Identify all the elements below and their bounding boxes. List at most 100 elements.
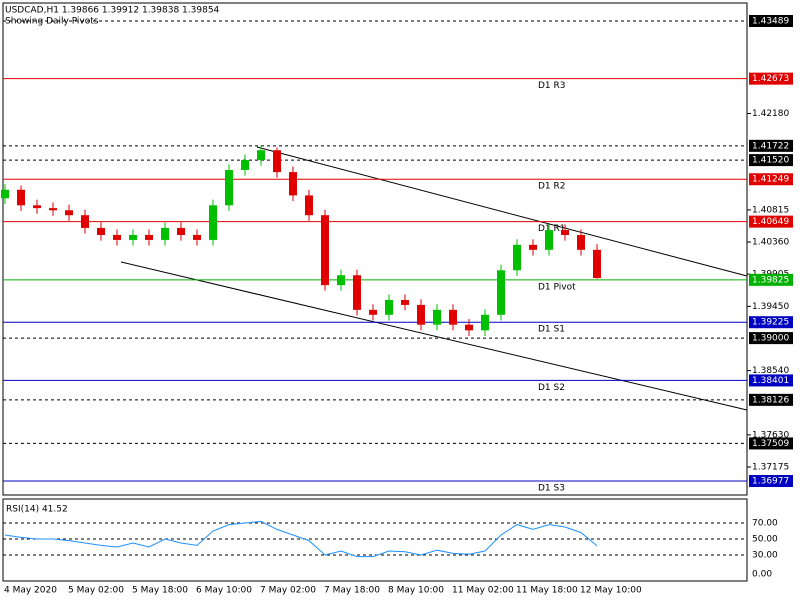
candle-body	[465, 324, 473, 331]
price-box	[749, 215, 793, 228]
level-name: D1 S2	[538, 383, 565, 393]
x-tick-label: 11 May 18:00	[516, 586, 578, 596]
x-tick-label: 7 May 18:00	[324, 586, 380, 596]
candle-body	[449, 309, 457, 325]
candle-body	[209, 205, 217, 240]
candle-body	[49, 208, 57, 211]
candle-body	[241, 160, 249, 170]
y-tick-label: 1.40360	[752, 238, 789, 248]
price-box-label: 1.42673	[752, 74, 789, 84]
candle-body	[321, 215, 329, 286]
price-box-label: 1.38401	[752, 376, 789, 386]
candle-body	[417, 304, 425, 325]
x-tick-label: 5 May 02:00	[68, 586, 124, 596]
candle-body	[433, 309, 441, 325]
price-box	[749, 139, 793, 152]
candle-body	[545, 230, 553, 250]
price-box-label: 1.41722	[752, 141, 789, 151]
price-box-label: 1.39225	[752, 318, 789, 328]
level-name: D1 R1	[538, 224, 566, 234]
main-panel	[2, 2, 748, 496]
channel-upper	[256, 146, 748, 277]
rsi-tick-label: 0.00	[752, 570, 772, 580]
candle-body	[289, 172, 297, 196]
candle-body	[33, 205, 41, 209]
price-box-label: 1.39000	[752, 334, 789, 344]
candle-body	[401, 299, 409, 305]
price-box	[749, 72, 793, 85]
level-name: D1 S3	[538, 484, 565, 494]
candle-body	[385, 299, 393, 315]
candle-body	[145, 234, 153, 240]
price-box-label: 1.40649	[752, 217, 789, 227]
rsi-tick-label: 50.00	[752, 535, 778, 545]
rsi-title: RSI(14) 41.52	[6, 505, 68, 515]
y-tick-label: 1.37630	[752, 430, 789, 440]
price-box	[749, 154, 793, 167]
level-name: D1 S1	[538, 325, 565, 335]
y-tick-label: 1.40815	[752, 205, 789, 215]
candle-body	[593, 249, 601, 279]
price-box	[749, 393, 793, 406]
x-tick-label: 6 May 10:00	[196, 586, 252, 596]
price-box-label: 1.38126	[752, 395, 789, 405]
candle-body	[337, 275, 345, 286]
y-tick-label: 1.39450	[752, 302, 789, 312]
rsi-tick-label: 30.00	[752, 551, 778, 561]
price-box-label: 1.41520	[752, 156, 789, 166]
x-tick-label: 5 May 18:00	[132, 586, 188, 596]
x-tick-label: 8 May 10:00	[388, 586, 444, 596]
candle-body	[177, 227, 185, 235]
level-name: D1 R2	[538, 182, 566, 192]
price-box-label: 1.36977	[752, 477, 789, 487]
y-tick-label: 1.37175	[752, 463, 789, 473]
level-name: D1 Pivot	[538, 282, 576, 292]
candle-body	[1, 189, 9, 199]
candle-body	[161, 227, 169, 240]
candle-body	[17, 189, 25, 206]
candle-body	[305, 195, 313, 216]
candle-body	[577, 234, 585, 250]
price-box	[749, 273, 793, 286]
price-box	[749, 316, 793, 329]
candle-body	[513, 244, 521, 271]
candle-body	[273, 150, 281, 173]
candle-body	[497, 270, 505, 315]
level-name: D1 R3	[538, 81, 566, 91]
x-tick-label: 12 May 10:00	[580, 586, 642, 596]
price-box	[749, 15, 793, 28]
x-tick-label: 7 May 02:00	[260, 586, 316, 596]
candle-body	[529, 244, 537, 250]
rsi-panel	[2, 498, 748, 582]
price-box	[749, 173, 793, 186]
chart-title: USDCAD,H1 1.39866 1.39912 1.39838 1.3985…	[5, 6, 220, 16]
candle-body	[97, 227, 105, 235]
price-box	[749, 475, 793, 488]
channel-lower	[120, 261, 748, 411]
candle-body	[257, 150, 265, 161]
candle-body	[225, 169, 233, 206]
candle-body	[113, 234, 121, 240]
x-tick-label: 4 May 2020	[4, 586, 57, 596]
price-box	[749, 332, 793, 345]
y-tick-label: 1.38540	[752, 366, 789, 376]
candle-body	[353, 275, 361, 310]
rsi-tick-label: 70.00	[752, 519, 778, 529]
price-box-label: 1.37509	[752, 439, 789, 449]
price-box-label: 1.41249	[752, 175, 789, 185]
candle-body	[561, 230, 569, 235]
price-box	[749, 437, 793, 450]
rsi-line	[4, 520, 598, 558]
candle-body	[129, 234, 137, 240]
price-box-label: 1.43489	[752, 17, 789, 27]
candle-body	[81, 215, 89, 228]
candle-body	[65, 210, 73, 216]
price-box	[749, 374, 793, 387]
candle-body	[193, 234, 201, 240]
price-box-label: 1.39825	[752, 275, 789, 285]
candle-body	[481, 314, 489, 331]
candle-body	[369, 309, 377, 315]
x-tick-label: 11 May 02:00	[452, 586, 514, 596]
